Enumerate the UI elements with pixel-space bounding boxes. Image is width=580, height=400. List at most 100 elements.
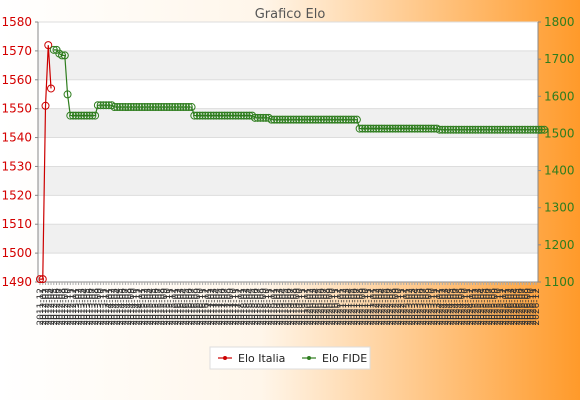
x-tick-label: 2024-07 [452, 288, 462, 326]
x-tick-label: 2016-10 [196, 288, 206, 326]
x-tick-label: 2012-09 [61, 288, 71, 326]
data-point [419, 124, 428, 133]
data-point [396, 124, 405, 133]
data-point [281, 115, 290, 124]
data-point [187, 103, 196, 112]
x-tick-label: 2014-02 [108, 288, 118, 326]
data-point [173, 103, 182, 112]
data-point [350, 115, 359, 124]
data-point [501, 125, 510, 134]
data-point [388, 124, 397, 133]
x-tick-label: 2025-08 [488, 288, 498, 326]
data-point [217, 111, 226, 120]
x-tick-label: 2021-04 [345, 288, 355, 326]
y-right-tick-label: 1800 [544, 15, 575, 29]
legend-marker [223, 356, 227, 360]
x-tick-label: 2021-12 [367, 288, 377, 326]
data-point [179, 103, 188, 112]
y-left-tick-label: 1580 [1, 15, 32, 29]
x-tick-label: 2019-06 [284, 288, 294, 326]
x-tick-label: 2024-09 [458, 288, 468, 326]
y-right-tick-label: 1200 [544, 238, 575, 252]
data-point [261, 113, 270, 122]
data-point [333, 115, 342, 124]
data-point [460, 125, 469, 134]
data-point [49, 45, 58, 54]
data-point [314, 115, 323, 124]
x-tick-label: 2023-06 [416, 288, 426, 326]
x-tick-label: 2024-02 [438, 288, 448, 326]
data-point [209, 111, 218, 120]
data-point [99, 101, 108, 110]
x-tick-label: 2016-04 [179, 288, 189, 326]
data-point [201, 111, 210, 120]
x-tick-label: 2017-09 [226, 288, 236, 326]
data-point [308, 115, 317, 124]
x-tick-label: 2024-06 [449, 288, 459, 326]
data-point [245, 111, 254, 120]
data-point [223, 111, 232, 120]
x-tick-label: 2025-06 [482, 288, 492, 326]
data-point [206, 111, 215, 120]
data-point [160, 103, 168, 112]
data-point [485, 125, 494, 134]
data-point [518, 125, 527, 134]
legend-label: Elo Italia [238, 352, 285, 365]
x-tick-label: 2024-04 [444, 288, 454, 326]
x-tick-label: 2022-07 [386, 288, 396, 326]
x-tick-label: 2018-11 [265, 288, 275, 326]
x-tick-label: 2020-07 [320, 288, 330, 326]
data-point [256, 113, 265, 122]
data-point [322, 115, 331, 124]
data-point [151, 103, 160, 112]
data-point [231, 111, 240, 120]
x-tick-label: 2013-05 [83, 288, 93, 326]
x-tick-label: 2022-08 [389, 288, 399, 326]
data-point [239, 111, 248, 120]
data-point [63, 90, 72, 99]
x-tick-label: 2012-04 [47, 288, 57, 326]
x-tick-label: 2023-05 [414, 288, 424, 326]
x-tick-label: 2018-09 [259, 288, 269, 326]
x-tick-label: 2025-09 [491, 288, 501, 326]
x-tick-label: 2017-05 [215, 288, 225, 326]
data-point [115, 103, 124, 112]
data-point [347, 115, 356, 124]
x-tick-label: 2014-04 [113, 288, 123, 326]
data-point [430, 124, 439, 133]
x-tick-label: 2015-04 [146, 288, 156, 326]
data-point [427, 124, 436, 133]
data-point [476, 125, 485, 134]
x-tick-label: 2024-05 [447, 288, 457, 326]
data-point [498, 125, 507, 134]
x-tick-label: 2012-01 [39, 288, 49, 326]
data-point [272, 115, 281, 124]
data-point [537, 125, 546, 134]
x-tick-label: 2024-10 [460, 288, 470, 326]
data-point [358, 124, 367, 133]
x-tick-label: 2026-04 [510, 288, 520, 326]
grid-band [38, 224, 538, 254]
x-tick-label: 2021-06 [350, 288, 360, 326]
x-tick-label: 2015-09 [160, 288, 170, 326]
x-tick-label: 2017-12 [234, 288, 244, 326]
x-tick-label: 2017-07 [221, 288, 231, 326]
x-tick-label: 2019-07 [287, 288, 297, 326]
x-tick-label: 2020-06 [317, 288, 327, 326]
y-left-tick-label: 1510 [1, 217, 32, 231]
x-tick-label: 2023-08 [422, 288, 432, 326]
x-tick-label: 2025-12 [499, 288, 509, 326]
data-point [171, 103, 180, 112]
x-tick-label: 2026-11 [529, 288, 539, 326]
data-point [182, 103, 191, 112]
data-point [96, 101, 105, 110]
data-point [190, 111, 199, 120]
data-point [532, 125, 540, 134]
data-point [165, 103, 174, 112]
x-tick-label: 2019-02 [273, 288, 283, 326]
x-tick-label: 2023-03 [408, 288, 418, 326]
y-left-tick-label: 1550 [1, 102, 32, 116]
x-tick-label: 2023-01 [402, 288, 412, 326]
x-tick-label: 2023-02 [405, 288, 415, 326]
data-point [474, 125, 483, 134]
